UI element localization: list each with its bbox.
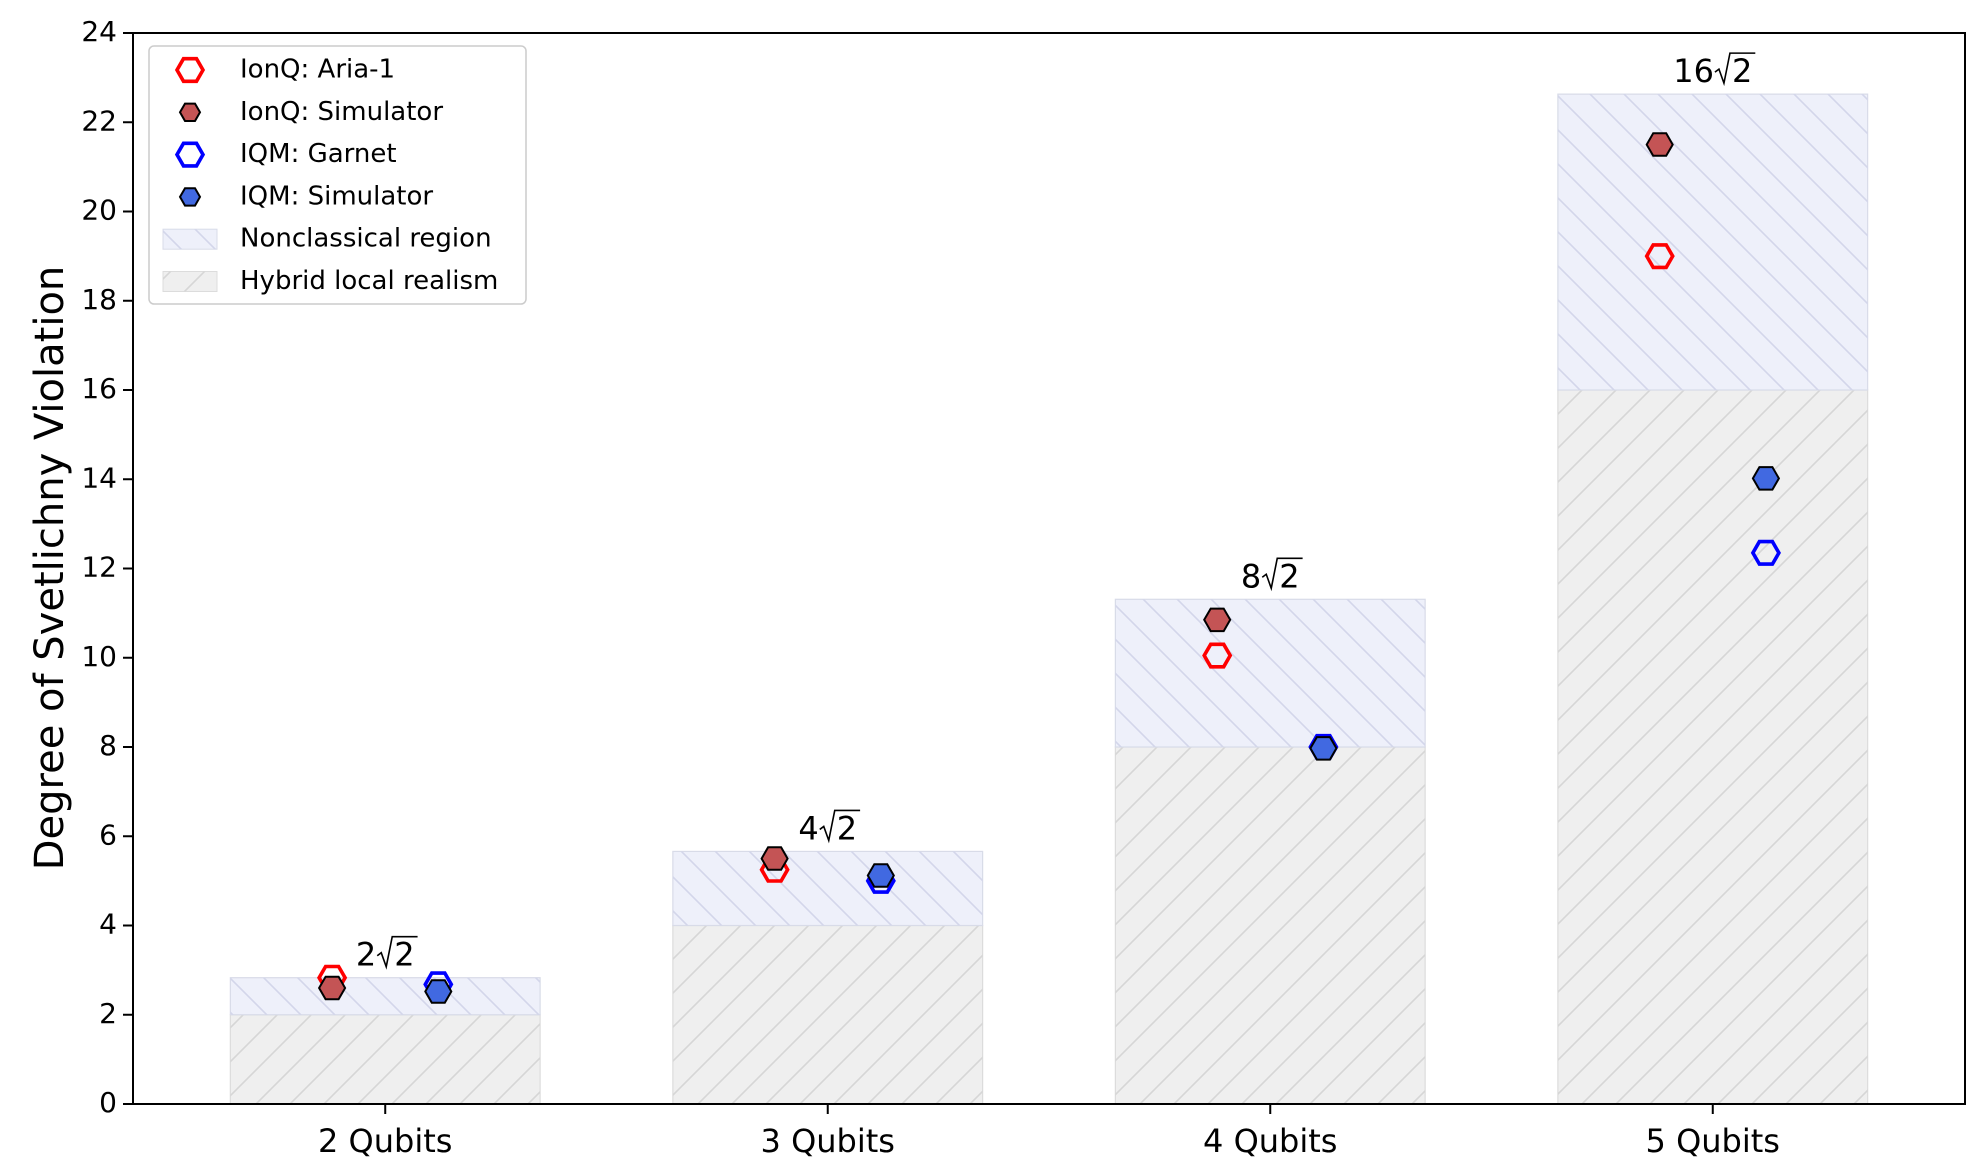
y-tick-label: 8 <box>99 729 117 762</box>
sqrt-path <box>819 809 861 844</box>
legend-marker <box>178 187 202 207</box>
legend-marker <box>174 56 206 84</box>
bar-hybrid-local-realism <box>1114 746 1426 1105</box>
legend-item-nonclassical-region: Nonclassical region <box>162 224 492 254</box>
bound-label-coef: 8 <box>1241 557 1261 595</box>
legend-item-ionq-simulator: IonQ: Simulator <box>178 97 443 127</box>
bar-hatch <box>1557 94 1868 390</box>
legend-label: Hybrid local realism <box>240 266 498 296</box>
sqrt-sign <box>819 809 861 844</box>
point-ionq-simulator <box>317 975 347 1001</box>
bound-label-radicand: 2 <box>1732 52 1752 90</box>
point-iqm-simulator <box>866 863 895 888</box>
legend-item-ionq-aria-1: IonQ: Aria-1 <box>174 55 395 85</box>
bound-label-radicand: 2 <box>837 809 857 847</box>
sqrt-path <box>1261 557 1303 592</box>
bound-label-coef: 16 <box>1673 52 1714 90</box>
legend-label: IonQ: Aria-1 <box>240 55 395 85</box>
y-tick-label: 12 <box>81 551 117 584</box>
point-ionq-simulator <box>1645 132 1674 157</box>
sqrt-path <box>1714 52 1756 87</box>
y-axis-label: Degree of Svetlichny Violation <box>27 266 73 871</box>
x-tick-label: 4 Qubits <box>1203 1122 1337 1160</box>
bar-hatch <box>230 977 541 1015</box>
bar-nonclassical-region <box>672 850 984 927</box>
bar-nonclassical-region <box>229 977 541 1016</box>
legend-swatch-hatch <box>163 271 217 292</box>
y-tick-label: 2 <box>99 997 117 1030</box>
bar-hybrid-local-realism <box>229 1014 541 1105</box>
bar-nonclassical-region <box>1557 93 1869 391</box>
bound-labels: 2 24 28 216 2 <box>356 52 1756 974</box>
legend: IonQ: Aria-1 IonQ: Simulator IQM: Garnet IQ… <box>148 45 527 305</box>
y-tick-label: 20 <box>81 194 117 227</box>
bar-hatch <box>1115 599 1426 747</box>
y-tick-label: 18 <box>81 283 117 316</box>
bar-hybrid-local-realism <box>672 924 984 1105</box>
legend-label: IQM: Garnet <box>240 139 397 169</box>
y-tick-label: 22 <box>81 104 117 137</box>
point-ionq-aria-1 <box>1644 243 1675 270</box>
legend-marker <box>174 141 206 168</box>
y-tick-label: 14 <box>81 461 117 494</box>
bar-hatch <box>1115 747 1426 1104</box>
y-tick-label: 10 <box>81 640 117 673</box>
y-tick-label: 4 <box>99 908 117 941</box>
x-tick-label: 2 Qubits <box>318 1122 452 1160</box>
point-iqm-simulator <box>1751 466 1781 491</box>
y-tick-label: 16 <box>81 372 117 405</box>
x-axis: 2 Qubits 3 Qubits 4 Qubits 5 Qubits <box>318 1104 1780 1160</box>
bound-label-coef: 2 <box>356 936 376 974</box>
sqrt-path <box>376 935 418 970</box>
legend-item-hybrid-local-realism: Hybrid local realism <box>162 266 498 296</box>
bar-hatch <box>672 925 983 1104</box>
y-tick-label: 0 <box>99 1086 117 1119</box>
legend-label: IonQ: Simulator <box>240 97 443 127</box>
x-tick-label: 3 Qubits <box>761 1122 895 1160</box>
sqrt-sign <box>1261 557 1303 592</box>
bar-nonclassical-region <box>1114 598 1426 748</box>
sqrt-sign <box>1714 52 1756 87</box>
bar-hybrid-local-realism <box>1557 389 1869 1105</box>
legend-marker <box>178 102 202 122</box>
legend-label: Nonclassical region <box>240 224 492 254</box>
points-layer <box>317 132 1781 1004</box>
y-tick-label: 24 <box>81 15 117 48</box>
sqrt-sign <box>376 935 418 970</box>
bound-label-radicand: 2 <box>1279 557 1299 595</box>
point-iqm-garnet <box>1750 539 1781 566</box>
legend-frame <box>148 45 527 305</box>
x-tick-label: 5 Qubits <box>1646 1122 1780 1160</box>
point-ionq-simulator <box>1203 607 1232 633</box>
bar-hatch <box>230 1014 541 1104</box>
point-ionq-aria-1 <box>1202 642 1233 669</box>
bound-label-radicand: 2 <box>394 936 414 974</box>
bar-hatch <box>672 851 983 926</box>
legend-item-iqm-simulator: IQM: Simulator <box>178 181 433 211</box>
legend-swatch-hatch <box>163 229 217 250</box>
point-iqm-simulator <box>1309 736 1338 761</box>
point-ionq-simulator <box>760 846 789 871</box>
bound-label-coef: 4 <box>798 809 818 847</box>
legend-label: IQM: Simulator <box>240 181 433 211</box>
point-iqm-simulator <box>424 979 453 1004</box>
legend-item-iqm-garnet: IQM: Garnet <box>174 139 397 169</box>
bars-layer <box>229 93 1869 1105</box>
bound-label: 16 2 <box>1673 52 1756 90</box>
bar-hatch <box>1557 390 1868 1104</box>
y-tick-label: 6 <box>99 818 117 851</box>
